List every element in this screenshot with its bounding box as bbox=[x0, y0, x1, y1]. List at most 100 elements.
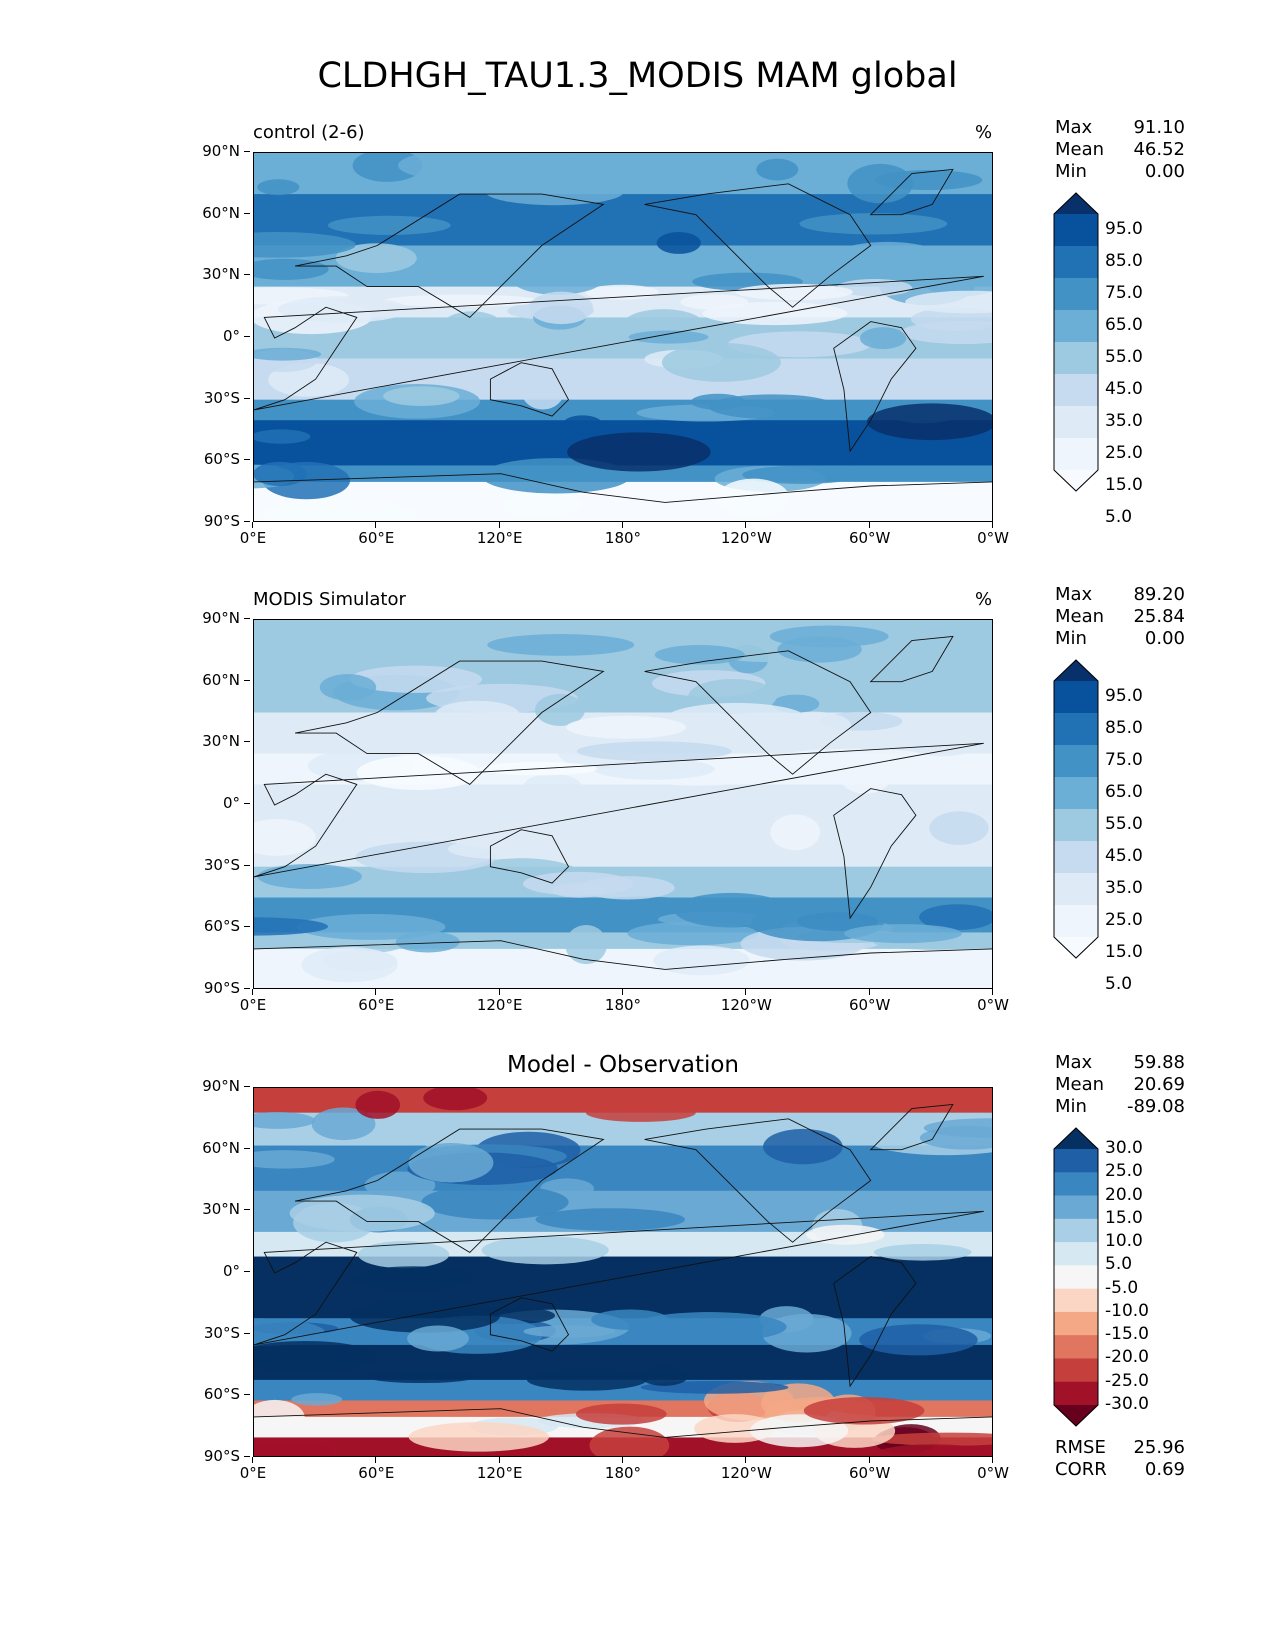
colorbar-extend-top bbox=[1054, 1128, 1098, 1149]
colorbar-bin bbox=[1054, 905, 1098, 938]
stat-mean-value: 20.69 bbox=[1133, 1074, 1185, 1095]
field-blob bbox=[770, 814, 821, 851]
field-blob bbox=[254, 1150, 335, 1169]
xtick-label: 120°W bbox=[711, 522, 781, 547]
coastline bbox=[869, 1103, 954, 1151]
panel1-colorbar bbox=[1053, 192, 1099, 492]
field-blob bbox=[263, 157, 338, 172]
ytick-label: 30°S bbox=[176, 856, 250, 874]
colorbar-bin bbox=[1054, 777, 1098, 810]
field-blob bbox=[335, 243, 417, 274]
colorbar-bin bbox=[1054, 214, 1098, 247]
field-blob bbox=[528, 291, 594, 325]
coastline bbox=[489, 829, 570, 884]
field-blob bbox=[534, 693, 586, 726]
colorbar-tick-label: 85.0 bbox=[1105, 718, 1143, 738]
field-blob bbox=[408, 1422, 550, 1452]
field-blob bbox=[254, 347, 322, 361]
field-blob bbox=[523, 773, 582, 801]
field-blob bbox=[509, 259, 606, 295]
coastline bbox=[644, 650, 872, 775]
xtick-label: 0°E bbox=[218, 522, 288, 547]
xtick-label: 60°E bbox=[341, 989, 411, 1014]
field-blob bbox=[806, 1224, 885, 1245]
colorbar-tick-label: 5.0 bbox=[1105, 507, 1133, 527]
field-blob bbox=[522, 871, 634, 896]
field-blob bbox=[661, 342, 781, 382]
field-blob bbox=[905, 290, 992, 314]
colorbar-tick-label: 95.0 bbox=[1105, 219, 1143, 239]
stat-mean-value: 46.52 bbox=[1133, 139, 1185, 160]
field-blob bbox=[358, 1241, 450, 1269]
coastline bbox=[254, 940, 992, 970]
field-blob bbox=[576, 741, 732, 762]
field-blob bbox=[690, 393, 746, 410]
field-blob bbox=[254, 258, 329, 280]
field-blob bbox=[565, 924, 608, 965]
colorbar-bin bbox=[1054, 1381, 1098, 1406]
colorbar-outline bbox=[1053, 1127, 1099, 1427]
colorbar-bin bbox=[1054, 1335, 1098, 1359]
colorbar-tick-label: 95.0 bbox=[1105, 686, 1143, 706]
field-blob bbox=[608, 204, 669, 232]
field-blob bbox=[254, 1442, 332, 1456]
field-blob bbox=[873, 1244, 972, 1261]
corr-label: CORR bbox=[1055, 1459, 1107, 1480]
coastline bbox=[869, 635, 954, 683]
colorbar-tick-label: 65.0 bbox=[1105, 315, 1143, 335]
field-blob bbox=[502, 491, 582, 518]
field-blob bbox=[254, 1399, 305, 1436]
xtick-label: 120°E bbox=[465, 989, 535, 1014]
field-blob bbox=[628, 330, 709, 344]
colorbar-tick-label: 35.0 bbox=[1105, 878, 1143, 898]
field-blob bbox=[526, 1368, 647, 1391]
field-blob bbox=[875, 170, 983, 191]
xtick-label: 0°E bbox=[218, 989, 288, 1014]
stat-max-value: 91.10 bbox=[1133, 117, 1185, 138]
field-blob bbox=[423, 1088, 488, 1111]
colorbar-tick-label: 55.0 bbox=[1105, 347, 1143, 367]
stat-min-label: Min bbox=[1055, 1096, 1087, 1117]
stat-mean-value: 25.84 bbox=[1133, 606, 1185, 627]
field-blob bbox=[254, 429, 311, 444]
colorbar-tick-label: 65.0 bbox=[1105, 782, 1143, 802]
field-blob bbox=[481, 1236, 609, 1265]
colorbar-bin bbox=[1054, 841, 1098, 874]
colorbar-tick-label: 75.0 bbox=[1105, 283, 1143, 303]
field-blob bbox=[319, 674, 377, 701]
field-blob bbox=[848, 766, 967, 784]
field-blob bbox=[870, 1444, 992, 1456]
colorbar-bin bbox=[1054, 246, 1098, 279]
coastline bbox=[489, 1297, 570, 1352]
panel1-subtitle: control (2-6) bbox=[253, 122, 365, 143]
colorbar-extend-top bbox=[1054, 193, 1098, 214]
colorbar-tick-label: 45.0 bbox=[1105, 379, 1143, 399]
stat-max-value: 89.20 bbox=[1133, 584, 1185, 605]
colorbar-bin bbox=[1054, 873, 1098, 906]
colorbar-bin bbox=[1054, 809, 1098, 842]
field-blob bbox=[418, 1118, 479, 1152]
ytick-label: 30°N bbox=[176, 732, 250, 750]
field-blob bbox=[487, 634, 635, 656]
field-blob bbox=[257, 864, 362, 889]
field-blob bbox=[364, 1171, 436, 1200]
coastline bbox=[295, 193, 605, 318]
panel1-map-field bbox=[254, 153, 992, 521]
colorbar-tick-label: -5.0 bbox=[1105, 1277, 1139, 1298]
xtick-label: 120°W bbox=[711, 1457, 781, 1482]
field-blob bbox=[653, 945, 750, 976]
colorbar-tick-label: 35.0 bbox=[1105, 411, 1143, 431]
colorbar-outline bbox=[1053, 192, 1099, 492]
field-blob bbox=[664, 702, 808, 737]
coastline bbox=[254, 1210, 984, 1346]
colorbar-bin bbox=[1054, 310, 1098, 343]
field-blob bbox=[349, 665, 483, 693]
ytick-label: 90°N bbox=[176, 142, 250, 160]
field-blob bbox=[763, 1128, 843, 1165]
field-blob bbox=[656, 232, 701, 254]
field-blob bbox=[919, 1126, 992, 1150]
stat-max-label: Max bbox=[1055, 1052, 1093, 1073]
coastline bbox=[833, 321, 917, 453]
field-blob bbox=[749, 1414, 849, 1448]
xtick-label: 0°W bbox=[958, 1457, 1028, 1482]
